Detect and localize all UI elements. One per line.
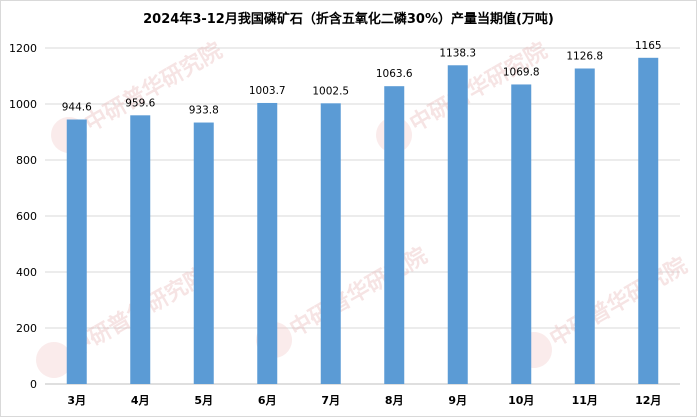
bar bbox=[130, 115, 151, 384]
x-axis: 3月 4月 5月 6月 7月 8月 9月 10月 11月 12月 bbox=[67, 394, 661, 407]
data-label: 1126.8 bbox=[566, 50, 603, 62]
bar bbox=[384, 86, 405, 384]
y-tick-label: 0 bbox=[30, 378, 37, 391]
data-label: 944.6 bbox=[62, 102, 92, 114]
watermark-text: 中研普华研究院 bbox=[545, 253, 691, 353]
x-tick-label: 10月 bbox=[508, 394, 534, 407]
data-label: 1003.7 bbox=[249, 85, 286, 97]
x-tick-label: 9月 bbox=[448, 394, 467, 407]
bar bbox=[574, 68, 595, 384]
bar bbox=[638, 57, 659, 385]
bar bbox=[320, 103, 341, 385]
bar bbox=[193, 122, 214, 384]
x-tick-label: 5月 bbox=[194, 394, 213, 407]
y-tick-label: 400 bbox=[16, 266, 37, 279]
x-tick-label: 3月 bbox=[67, 394, 86, 407]
data-label: 1063.6 bbox=[376, 68, 413, 80]
bars bbox=[66, 57, 659, 385]
x-tick-label: 4月 bbox=[131, 394, 150, 407]
data-label: 1138.3 bbox=[439, 47, 476, 59]
data-labels: 944.6 959.6 933.8 1003.7 1002.5 1063.6 1138.3 1… bbox=[62, 40, 662, 117]
data-label: 959.6 bbox=[125, 97, 155, 109]
data-label: 1069.8 bbox=[503, 66, 540, 78]
data-label: 933.8 bbox=[189, 105, 219, 117]
x-tick-label: 11月 bbox=[572, 394, 598, 407]
watermark-text: 中研普华研究院 bbox=[285, 243, 431, 343]
y-tick-label: 600 bbox=[16, 210, 37, 223]
y-tick-label: 800 bbox=[16, 154, 37, 167]
watermark-logo bbox=[36, 342, 73, 378]
y-tick-label: 200 bbox=[16, 322, 37, 335]
bar bbox=[257, 102, 278, 385]
data-label: 1165 bbox=[635, 40, 662, 52]
bar bbox=[66, 119, 87, 385]
x-tick-label: 6月 bbox=[258, 394, 277, 407]
y-tick-label: 1000 bbox=[9, 98, 37, 111]
x-tick-label: 8月 bbox=[385, 394, 404, 407]
y-axis: 0 200 400 600 800 1000 1200 bbox=[9, 42, 37, 391]
x-tick-label: 7月 bbox=[321, 394, 340, 407]
data-label: 1002.5 bbox=[312, 85, 349, 97]
y-tick-label: 1200 bbox=[9, 42, 37, 55]
bar bbox=[511, 84, 532, 385]
watermark-stamp: 中研普华研究院 bbox=[36, 263, 212, 378]
watermark-stamp: 中研普华研究院 bbox=[516, 253, 692, 368]
gridlines bbox=[45, 47, 680, 385]
chart-title: 2024年3-12月我国磷矿石（折含五氧化二磷30%）产量当期值(万吨) bbox=[143, 12, 554, 27]
watermark-text: 中研普华研究院 bbox=[80, 38, 226, 138]
bar bbox=[447, 65, 468, 384]
x-tick-label: 12月 bbox=[635, 394, 661, 407]
